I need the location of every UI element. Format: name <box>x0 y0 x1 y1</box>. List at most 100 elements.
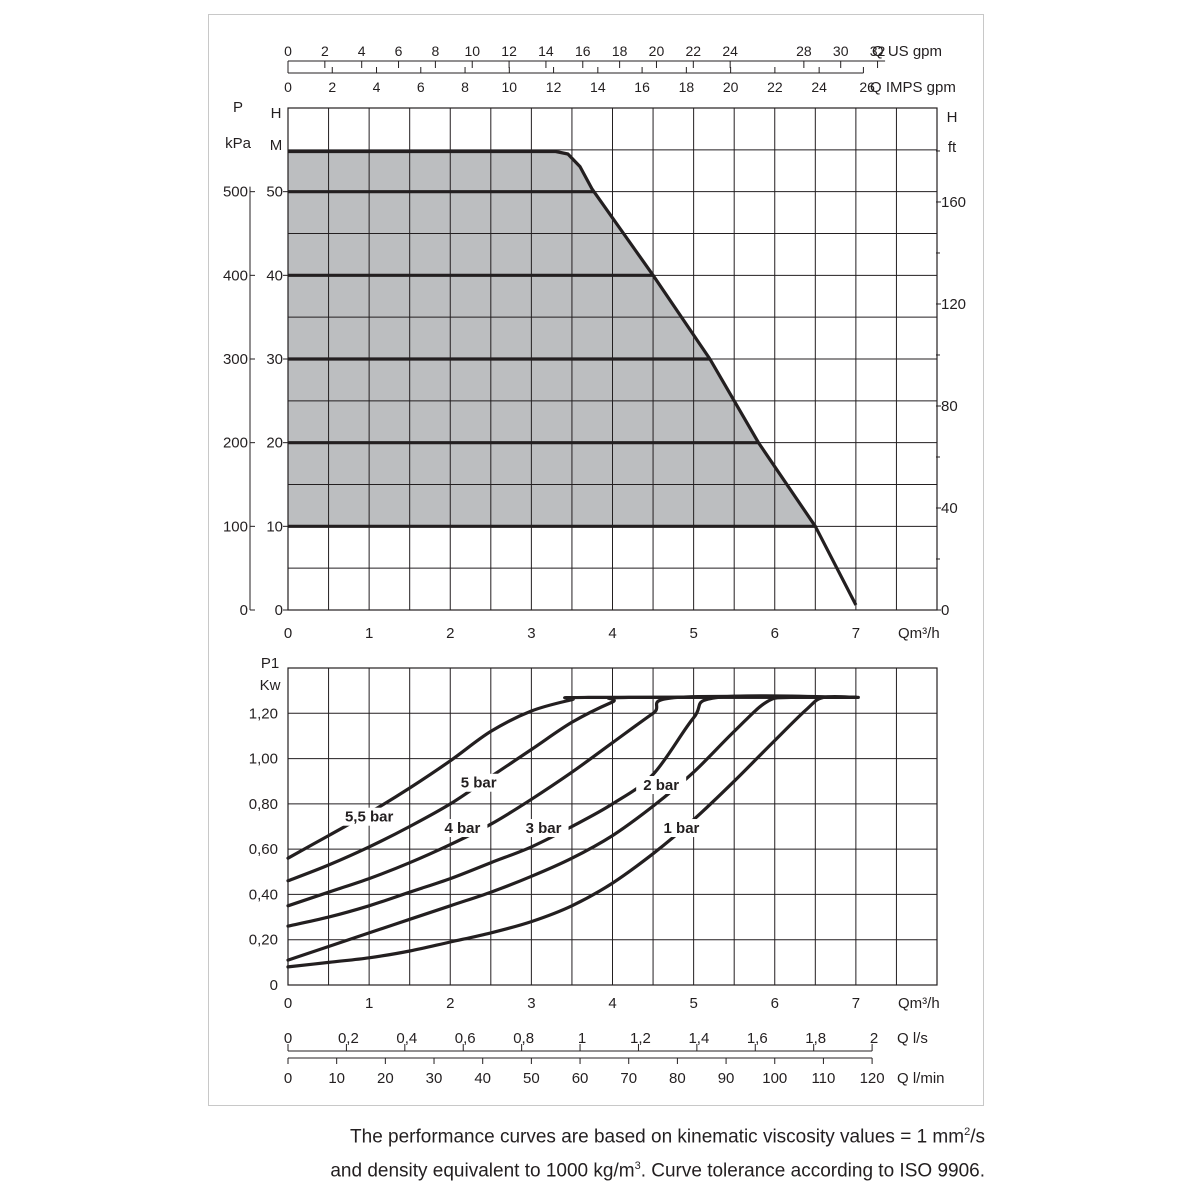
tick-label-lmin-120: 120 <box>860 1070 885 1087</box>
tick-label-ls-1-4: 1,4 <box>688 1030 709 1047</box>
axis-label-kw: Kw <box>260 677 281 694</box>
tick-label-q-2: 2 <box>446 995 454 1012</box>
series-line-4-bar <box>286 694 858 908</box>
tick-label-us-gpm-2: 2 <box>321 43 329 59</box>
series-label-4-bar: 4 bar <box>444 820 480 837</box>
tick-label-p1-0-40: 0,40 <box>249 886 278 903</box>
tick-label-kpa-100: 100 <box>223 518 248 535</box>
axis-label-h-right: H <box>947 109 958 126</box>
tick-label-p1-1-20: 1,20 <box>249 705 278 722</box>
axis-label-p1: P1 <box>261 655 279 672</box>
tick-label-lmin-80: 80 <box>669 1070 686 1087</box>
tick-label-ls-1-8: 1,8 <box>805 1030 826 1047</box>
tick-label-q-5: 5 <box>689 995 697 1012</box>
tick-label-us-gpm-6: 6 <box>395 43 403 59</box>
tick-label-ft-160: 160 <box>941 194 966 211</box>
tick-label-ls-0: 0 <box>284 1030 292 1047</box>
axis-label-qm3h: Qm³/h <box>898 625 940 642</box>
tick-label-m-50: 50 <box>266 184 283 201</box>
tick-label-us-gpm-0: 0 <box>284 43 292 59</box>
tick-label-q-0: 0 <box>284 625 292 642</box>
tick-label-q-6: 6 <box>771 995 779 1012</box>
tick-label-us-gpm-18: 18 <box>612 43 628 59</box>
tick-label-ls-1: 1 <box>578 1030 586 1047</box>
tick-label-q-3: 3 <box>527 995 535 1012</box>
axis-label-lmin: Q l/min <box>897 1070 945 1087</box>
tick-label-imp-gpm-26: 26 <box>859 79 875 95</box>
plot-frame <box>287 667 938 986</box>
series-line-5-bar <box>286 695 858 883</box>
tick-label-kpa-300: 300 <box>223 351 248 368</box>
tick-label-q-7: 7 <box>852 995 860 1012</box>
series-label-5-5-bar: 5,5 bar <box>345 809 394 826</box>
tick-label-q-2: 2 <box>446 625 454 642</box>
tick-label-lmin-50: 50 <box>523 1070 540 1087</box>
tick-label-us-gpm-24: 24 <box>722 43 738 59</box>
series-label-bg <box>636 776 687 795</box>
tick-label-q-6: 6 <box>771 625 779 642</box>
tick-label-ls-1-6: 1,6 <box>747 1030 768 1047</box>
tick-label-lmin-90: 90 <box>718 1070 735 1087</box>
tick-label-us-gpm-28: 28 <box>796 43 812 59</box>
axis-label-ft: ft <box>948 139 957 156</box>
tick-label-ft-80: 80 <box>941 398 958 415</box>
tick-label-m-30: 30 <box>266 351 283 368</box>
tick-label-imp-gpm-4: 4 <box>373 79 381 95</box>
tick-label-us-gpm-14: 14 <box>538 43 554 59</box>
axis-label-h: H <box>271 105 282 122</box>
tick-label-m-40: 40 <box>266 267 283 284</box>
tick-label-us-gpm-20: 20 <box>649 43 665 59</box>
tick-label-imp-gpm-22: 22 <box>767 79 783 95</box>
tick-label-q-7: 7 <box>852 625 860 642</box>
axis-label-qm3h: Qm³/h <box>898 995 940 1012</box>
tick-label-q-4: 4 <box>608 995 616 1012</box>
tick-label-imp-gpm-24: 24 <box>811 79 827 95</box>
tick-label-q-1: 1 <box>365 995 373 1012</box>
tick-label-ft-0: 0 <box>941 602 949 619</box>
tick-label-us-gpm-30: 30 <box>833 43 849 59</box>
tick-label-p1-0-20: 0,20 <box>249 932 278 949</box>
tick-label-imp-gpm-18: 18 <box>679 79 695 95</box>
tick-label-imp-gpm-8: 8 <box>461 79 469 95</box>
tick-label-m-20: 20 <box>266 435 283 452</box>
tick-label-lmin-10: 10 <box>328 1070 345 1087</box>
tick-label-lmin-0: 0 <box>284 1070 292 1087</box>
tick-label-us-gpm-22: 22 <box>686 43 702 59</box>
tick-label-q-1: 1 <box>365 625 373 642</box>
tick-label-ls-2: 2 <box>870 1030 878 1047</box>
envelope-curve <box>288 149 858 606</box>
tick-label-us-gpm-4: 4 <box>358 43 366 59</box>
tick-label-imp-gpm-14: 14 <box>590 79 606 95</box>
tick-label-m-0: 0 <box>275 602 283 619</box>
tick-label-q-5: 5 <box>689 625 697 642</box>
footnote-line-1: The performance curves are based on kine… <box>350 1126 985 1148</box>
axis-label-us-gpm: Q US gpm <box>872 43 942 60</box>
tick-label-p1-1-00: 1,00 <box>249 751 278 768</box>
tick-label-ls-0-8: 0,8 <box>513 1030 534 1047</box>
tick-label-us-gpm-8: 8 <box>431 43 439 59</box>
series-line-3-bar <box>286 694 858 928</box>
tick-label-us-gpm-32: 32 <box>870 43 886 59</box>
tick-label-ls-0-4: 0,4 <box>396 1030 417 1047</box>
series-label-bg <box>453 773 504 792</box>
tick-label-imp-gpm-2: 2 <box>328 79 336 95</box>
tick-label-us-gpm-16: 16 <box>575 43 591 59</box>
axis-label-imp-gpm: Q IMPS gpm <box>870 79 956 96</box>
tick-label-imp-gpm-10: 10 <box>502 79 518 95</box>
footnote-line-2: and density equivalent to 1000 kg/m3. Cu… <box>330 1160 985 1182</box>
tick-label-imp-gpm-20: 20 <box>723 79 739 95</box>
tick-label-ft-120: 120 <box>941 296 966 313</box>
tick-label-q-3: 3 <box>527 625 535 642</box>
series-label-2-bar: 2 bar <box>643 777 679 794</box>
series-label-1-bar: 1 bar <box>664 820 700 837</box>
tick-label-q-4: 4 <box>608 625 616 642</box>
tick-label-m-10: 10 <box>266 518 283 535</box>
tick-label-us-gpm-12: 12 <box>501 43 517 59</box>
tick-label-kpa-400: 400 <box>223 267 248 284</box>
series-line-2-bar <box>286 695 858 962</box>
tick-label-us-gpm-10: 10 <box>464 43 480 59</box>
tick-label-ls-0-2: 0,2 <box>338 1030 359 1047</box>
series-label-bg <box>518 819 569 838</box>
axis-label-kpa: kPa <box>225 135 252 152</box>
